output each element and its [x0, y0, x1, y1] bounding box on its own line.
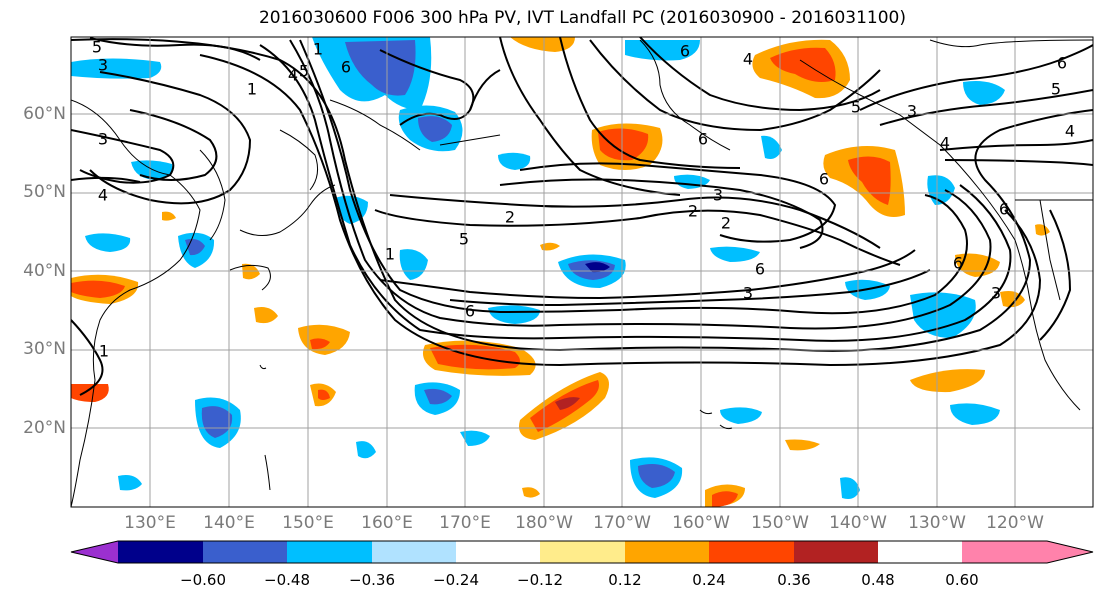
contour-label: 4 [743, 50, 753, 69]
contour-label: 3 [991, 284, 1001, 303]
lon-label-140w: 140°W [829, 513, 887, 533]
lat-label-40n: 40°N [23, 261, 66, 281]
colorbar-tick-label: −0.12 [517, 571, 563, 589]
lon-label-130e: 130°E [124, 513, 176, 533]
contour-label: 3 [743, 284, 753, 303]
colorbar-tick-label: 0.12 [608, 571, 642, 589]
contour-label: 6 [465, 302, 475, 321]
contour-label: 4 [940, 134, 950, 153]
colorbar-swatch [962, 541, 1047, 563]
coastlines [71, 39, 1093, 507]
colorbar-swatch [709, 541, 794, 563]
colorbar-swatch [540, 541, 625, 563]
contour-label: 3 [907, 102, 917, 121]
contour-label: 1 [247, 80, 257, 99]
contour-label: 5 [459, 230, 469, 249]
contour-label: 2 [505, 208, 515, 227]
contour-label: 6 [999, 200, 1009, 219]
contour-label: 3 [713, 186, 723, 205]
colorbar-swatch [118, 541, 203, 563]
grid-lines [71, 37, 1093, 507]
contour-label: 5 [299, 62, 309, 81]
lat-label-30n: 30°N [23, 339, 66, 359]
lat-label-60n: 60°N [23, 104, 66, 124]
lon-label-160w: 160°W [672, 513, 730, 533]
pv-shading [71, 37, 1050, 507]
colorbar-tick-label: −0.48 [264, 571, 310, 589]
contour-label: 6 [953, 254, 963, 273]
contour-label: 4 [98, 186, 108, 205]
colorbar [70, 540, 1094, 564]
contour-label: 4 [288, 66, 298, 85]
contour-label: 5 [851, 98, 861, 117]
contour-label: 6 [680, 42, 690, 61]
colorbar-tick-label: 0.24 [692, 571, 726, 589]
contour-label: 6 [341, 58, 351, 77]
colorbar-swatch [625, 541, 709, 563]
colorbar-swatch [372, 541, 456, 563]
lon-label-150w: 150°W [751, 513, 809, 533]
contour-label: 1 [313, 40, 323, 59]
contour-label: 3 [98, 56, 108, 75]
contour-label: 1 [385, 245, 395, 264]
contour-label: 6 [819, 170, 829, 189]
ivt-contours [71, 37, 1093, 396]
contour-label: 2 [721, 214, 731, 233]
colorbar-tick-label: −0.60 [180, 571, 226, 589]
colorbar-tick-label: −0.24 [433, 571, 479, 589]
lat-label-50n: 50°N [23, 182, 66, 202]
colorbar-tick-label: −0.36 [349, 571, 395, 589]
contour-label: 2 [688, 202, 698, 221]
colorbar-swatch [794, 541, 878, 563]
colorbar-tick-label: 0.36 [777, 571, 811, 589]
contour-label: 5 [1051, 80, 1061, 99]
colorbar-tick-label: 0.48 [861, 571, 895, 589]
contour-label: 6 [698, 130, 708, 149]
contour-label: 5 [92, 38, 102, 57]
colorbar-swatch [456, 541, 540, 563]
contour-label: 6 [1057, 54, 1067, 73]
lon-label-160e: 160°E [361, 513, 413, 533]
lon-label-140e: 140°E [203, 513, 255, 533]
colorbar-outline [70, 540, 1094, 564]
plot-title: 2016030600 F006 300 hPa PV, IVT Landfall… [258, 8, 906, 28]
contour-label: 3 [98, 130, 108, 149]
colorbar-swatch [203, 541, 287, 563]
colorbar-extend-low [71, 541, 118, 563]
contour-label: 6 [755, 260, 765, 279]
lon-label-120w: 120°W [986, 513, 1044, 533]
lon-label-170e: 170°E [439, 513, 491, 533]
lon-label-150e: 150°E [282, 513, 334, 533]
colorbar-swatch [287, 541, 372, 563]
colorbar-extend-high [1047, 541, 1093, 563]
colorbar-tick-label: 0.60 [945, 571, 979, 589]
lon-label-130w: 130°W [908, 513, 966, 533]
lat-label-20n: 20°N [23, 418, 66, 438]
contour-label: 1 [99, 342, 109, 361]
contour-label: 4 [1065, 122, 1075, 141]
map-frame [70, 36, 1094, 508]
positive-anomaly-blob [71, 37, 1050, 507]
lon-label-180w: 180°W [515, 513, 573, 533]
lon-label-170w: 170°W [593, 513, 651, 533]
